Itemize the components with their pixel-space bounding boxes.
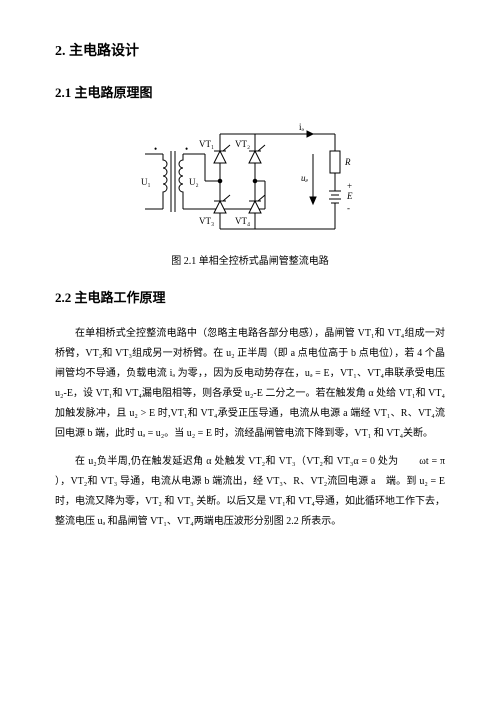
paragraph-1: 在单相桥式全控整流电路中（忽略主电路各部分电感），晶闸管 VT₁和 VT₄组成一… (55, 324, 445, 444)
label-id: iₔ (299, 122, 305, 132)
label-vt1: VT₁ (199, 139, 214, 149)
figure-block: U₁ U₂ • • VT₁ VT₂ VT₃ VT₄ iₔ R uₔ E + - … (55, 119, 445, 267)
label-vt3: VT₃ (199, 216, 214, 226)
label-u2: U₂ (189, 177, 199, 187)
heading-main: 2. 主电路设计 (55, 40, 445, 60)
label-u1: U₁ (141, 177, 151, 187)
label-dot1: • (154, 144, 157, 154)
circuit-diagram: U₁ U₂ • • VT₁ VT₂ VT₃ VT₄ iₔ R uₔ E + - (135, 119, 365, 244)
figure-caption: 图 2.1 单相全控桥式晶闸管整流电路 (171, 252, 329, 267)
document-page: 2. 主电路设计 2.1 主电路原理图 (0, 0, 500, 570)
label-minus: - (347, 203, 350, 213)
label-dot2: • (185, 144, 188, 154)
heading-schematic: 2.1 主电路原理图 (55, 82, 445, 101)
label-plus: + (347, 181, 352, 191)
label-vt4: VT₄ (235, 216, 250, 226)
label-vt2: VT₂ (235, 139, 250, 149)
label-ud: uₔ (301, 173, 309, 183)
label-e: E (346, 191, 353, 201)
label-r: R (344, 157, 351, 167)
heading-principle: 2.2 主电路工作原理 (55, 287, 445, 306)
paragraph-2: 在 u₂负半周,仍在触发延迟角 α 处触发 VT₂和 VT₃（VT₂和 VT₃α… (55, 452, 445, 532)
